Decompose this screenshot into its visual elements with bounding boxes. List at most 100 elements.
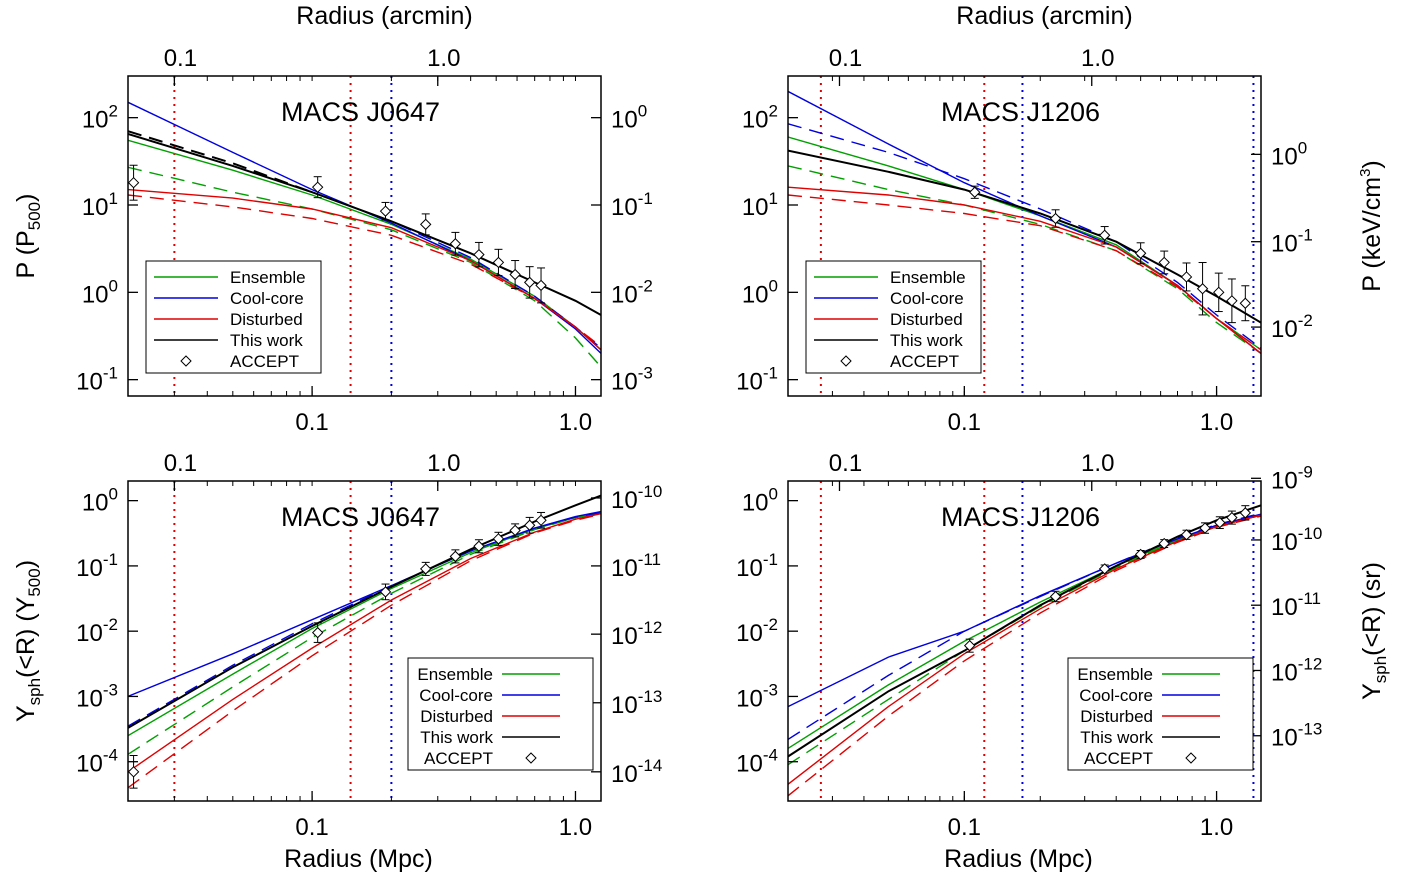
data-point — [1180, 529, 1193, 541]
data-point — [128, 176, 140, 189]
y-tick-label: 10-2 — [736, 615, 778, 647]
x-axis-title: Radius (Mpc) — [284, 845, 433, 873]
legend-box — [1067, 657, 1254, 771]
data-point — [1158, 537, 1170, 550]
x-tick-label: 0.1 — [295, 409, 328, 436]
data-point — [1214, 516, 1226, 529]
series-line — [788, 504, 1261, 758]
series-line — [128, 130, 313, 194]
y-tick-label: 10-3 — [76, 680, 118, 712]
right-y-tick-label: 10-2 — [611, 276, 653, 308]
panel-title: MACS J1206 — [941, 502, 1100, 532]
y-tick-label: 102 — [82, 102, 118, 134]
data-point — [1226, 295, 1238, 307]
right-y-tick-label: 10-10 — [611, 482, 662, 514]
y-tick-label: 10-3 — [736, 680, 778, 712]
y-tick-label: 10-1 — [76, 550, 118, 582]
y-tick-label: 101 — [742, 189, 778, 221]
right-y-tick-label: 10-13 — [1271, 720, 1322, 752]
legend-label: ACCEPT — [1084, 749, 1153, 768]
y-axis-title: Ysph(<R) (Y500) — [12, 560, 44, 722]
series-line — [788, 194, 1261, 351]
legend-marker — [840, 355, 852, 367]
data-point — [1226, 511, 1238, 524]
x-tick-label: 1.0 — [1200, 814, 1233, 841]
right-y-tick-label: 10-14 — [611, 756, 662, 788]
right-y-tick-label: 100 — [1271, 138, 1307, 170]
data-point — [1098, 563, 1111, 575]
legend-label: Cool-core — [890, 289, 964, 308]
series-line — [788, 149, 1261, 324]
y-tick-label: 10-4 — [76, 746, 118, 778]
data-point — [523, 276, 536, 289]
top-tick-label: 0.1 — [164, 45, 197, 72]
data-point — [492, 533, 505, 545]
data-point — [379, 205, 392, 217]
plot-area — [128, 76, 601, 396]
x-tick-label: 1.0 — [1200, 409, 1233, 436]
data-point — [420, 218, 432, 231]
series-line — [788, 515, 1261, 797]
plot-area — [788, 76, 1261, 396]
legend-label: Cool-core — [230, 289, 304, 308]
right-y-tick-label: 10-3 — [611, 364, 653, 396]
series-line — [128, 513, 601, 789]
data-point — [1134, 247, 1147, 259]
legend-label: Ensemble — [890, 268, 966, 287]
legend-box — [805, 260, 982, 374]
y-tick-label: 101 — [82, 189, 118, 221]
legend: Ensemble Cool-core Disturbed This work ACCEP… — [1067, 657, 1254, 771]
right-y-axis-title: Ysph(<R) (sr) — [1358, 562, 1390, 700]
data-point — [1196, 283, 1209, 295]
top-tick-label: 0.1 — [829, 450, 862, 477]
y-tick-label: 10-1 — [76, 364, 118, 396]
data-point — [449, 238, 462, 250]
legend-label: ACCEPT — [424, 749, 493, 768]
y-tick-label: 100 — [742, 485, 778, 517]
right-y-tick-label: 10-12 — [611, 618, 662, 650]
series-line — [788, 512, 1261, 740]
legend-label: This work — [1080, 728, 1153, 747]
data-point — [509, 268, 521, 281]
legend-label: This work — [230, 331, 303, 350]
y-tick-label: 100 — [82, 276, 118, 308]
legend: Ensemble Cool-core Disturbed This work ACCEP… — [805, 260, 982, 374]
data-point — [523, 519, 536, 531]
right-y-tick-label: 10-1 — [1271, 226, 1313, 258]
data-point — [473, 248, 485, 261]
legend-box — [145, 260, 322, 374]
legend-label: ACCEPT — [230, 352, 299, 371]
plot-frame — [127, 480, 602, 802]
y-tick-label: 10-2 — [76, 615, 118, 647]
legend-label: This work — [890, 331, 963, 350]
legend-marker — [1185, 752, 1197, 764]
plot-area — [128, 481, 601, 801]
legend: Ensemble Cool-core Disturbed This work ACCEP… — [407, 657, 594, 771]
plot-frame — [787, 480, 1262, 802]
top-tick-label: 1.0 — [1081, 45, 1114, 72]
panel-title: MACS J0647 — [281, 97, 440, 127]
data-point — [492, 256, 505, 269]
panel-3: 0.1 1.0 0.1 1.0 10-4 10-3 10-2 10-1 100 10-14 10-1… — [12, 450, 662, 873]
y-tick-label: 102 — [742, 102, 778, 134]
series-line — [128, 101, 601, 354]
legend-box — [407, 657, 594, 771]
right-y-tick-label: 10-1 — [611, 189, 653, 221]
data-point — [420, 563, 432, 575]
y-tick-label: 100 — [742, 276, 778, 308]
series-line — [128, 494, 601, 729]
data-point — [535, 279, 547, 292]
data-point — [1049, 590, 1062, 603]
top-tick-label: 0.1 — [164, 450, 197, 477]
legend-label: Ensemble — [1077, 665, 1153, 684]
legend-label: Cool-core — [1079, 686, 1153, 705]
right-y-tick-label: 100 — [611, 102, 647, 134]
x-tick-label: 1.0 — [559, 814, 592, 841]
data-point — [128, 766, 140, 778]
panel-title: MACS J1206 — [941, 97, 1100, 127]
legend-marker — [180, 355, 192, 367]
data-point — [1098, 229, 1111, 241]
legend-label: Disturbed — [230, 310, 303, 329]
y-tick-label: 10-1 — [736, 364, 778, 396]
